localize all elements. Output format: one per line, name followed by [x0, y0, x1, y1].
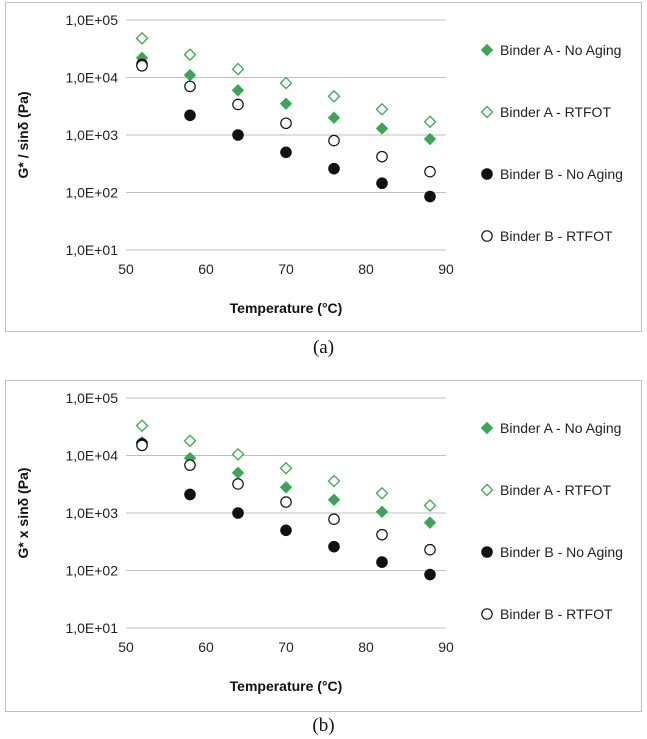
y-tick-label: 1,0E+04 — [65, 70, 118, 86]
data-point-circle-open — [136, 439, 148, 452]
data-point-circle-filled — [424, 568, 436, 581]
data-point-diamond-filled — [375, 122, 389, 135]
data-point-circle-open — [136, 59, 148, 72]
chart-panel-b: 1,0E+01 1,0E+02 1,0E+03 1,0E+04 1,0E+05 50 60 7… — [5, 380, 642, 712]
data-point-diamond-open — [183, 434, 197, 448]
x-tick-label: 70 — [278, 639, 294, 655]
data-point-circle-filled — [232, 507, 244, 519]
x-axis-label: Temperature (°C) — [230, 300, 343, 316]
data-point-circle-open — [376, 150, 388, 163]
data-point-diamond-filled — [231, 84, 245, 97]
legend-label-a_rtfot: Binder A - RTFOT — [500, 482, 611, 498]
data-point-circle-open — [232, 98, 244, 111]
legend-marker-circle-filled — [481, 546, 493, 558]
y-tick-label: 1,0E+01 — [65, 620, 118, 636]
data-point-circle-filled — [280, 146, 292, 159]
y-tick-label: 1,0E+04 — [65, 448, 118, 464]
data-point-diamond-open — [279, 461, 293, 475]
chart-a-svg: 1,0E+01 1,0E+02 1,0E+03 1,0E+04 1,0E+05 50 60 7… — [15, 12, 623, 316]
legend-marker-diamond-filled — [480, 421, 494, 435]
data-point-circle-open — [328, 134, 340, 147]
data-point-diamond-open — [135, 31, 149, 45]
data-point-circle-open — [184, 80, 196, 93]
data-point-circle-open — [280, 496, 292, 508]
data-point-diamond-open — [375, 102, 389, 116]
data-point-diamond-open — [423, 115, 437, 129]
data-point-circle-filled — [328, 162, 340, 175]
y-tick-label: 1,0E+03 — [65, 505, 118, 521]
legend-marker-diamond-open — [480, 105, 494, 119]
data-point-circle-open — [232, 478, 244, 490]
x-tick-label: 80 — [358, 639, 374, 655]
data-point-diamond-open — [327, 474, 341, 488]
data-point-diamond-open — [135, 419, 149, 433]
data-point-diamond-open — [231, 62, 245, 76]
data-point-circle-filled — [376, 177, 388, 190]
caption-a: (a) — [312, 337, 335, 358]
y-axis-label: G* / sinδ (Pa) — [15, 91, 31, 178]
caption-b: (b) — [312, 715, 335, 736]
legend-marker-diamond-filled — [480, 43, 494, 57]
data-point-diamond-filled — [423, 132, 437, 146]
y-axis-label: G* x sinδ (Pa) — [15, 468, 31, 559]
legend-marker-circle-filled — [481, 168, 493, 180]
data-point-circle-open — [280, 117, 292, 130]
data-point-diamond-open — [327, 89, 341, 103]
x-tick-label: 50 — [118, 639, 134, 655]
legend-label-b_rtfot: Binder B - RTFOT — [500, 606, 613, 622]
data-point-diamond-open — [279, 76, 293, 90]
data-point-diamond-filled — [279, 481, 293, 494]
y-tick-label: 1,0E+02 — [65, 563, 118, 579]
y-tick-label: 1,0E+05 — [65, 390, 118, 406]
x-tick-label: 80 — [358, 261, 374, 277]
data-point-diamond-filled — [327, 111, 341, 124]
legend-marker-circle-open — [481, 230, 493, 242]
data-point-diamond-filled — [183, 68, 197, 82]
data-point-diamond-filled — [279, 97, 293, 110]
data-point-diamond-filled — [423, 516, 437, 529]
x-tick-label: 90 — [438, 261, 454, 277]
data-point-diamond-open — [375, 486, 389, 500]
data-point-diamond-filled — [327, 493, 341, 506]
x-tick-label: 50 — [118, 261, 134, 277]
chart-panel-a: 1,0E+01 1,0E+02 1,0E+03 1,0E+04 1,0E+05 50 60 7… — [5, 2, 642, 332]
chart-b-svg: 1,0E+01 1,0E+02 1,0E+03 1,0E+04 1,0E+05 50 60 7… — [15, 390, 623, 694]
legend-label-b_rtfot: Binder B - RTFOT — [500, 228, 613, 244]
x-tick-label: 90 — [438, 639, 454, 655]
legend-label-b_no_aging: Binder B - No Aging — [500, 544, 623, 560]
x-tick-label: 70 — [278, 261, 294, 277]
data-point-circle-filled — [184, 109, 196, 122]
legend-marker-circle-open — [481, 608, 493, 620]
y-tick-label: 1,0E+05 — [65, 12, 118, 28]
legend-marker-diamond-open — [480, 483, 494, 497]
data-point-circle-open — [184, 459, 196, 471]
data-point-diamond-open — [423, 499, 437, 512]
data-point-diamond-filled — [375, 505, 389, 518]
data-point-circle-open — [424, 543, 436, 556]
x-axis-label: Temperature (°C) — [230, 678, 343, 694]
legend-label-a_no_aging: Binder A - No Aging — [500, 420, 621, 436]
x-tick-label: 60 — [198, 261, 214, 277]
data-point-diamond-open — [183, 48, 197, 62]
y-tick-label: 1,0E+03 — [65, 127, 118, 143]
y-tick-label: 1,0E+02 — [65, 185, 118, 201]
legend-label-a_rtfot: Binder A - RTFOT — [500, 104, 611, 120]
data-point-circle-filled — [424, 190, 436, 203]
data-point-circle-open — [424, 165, 436, 178]
data-point-circle-filled — [184, 488, 196, 501]
x-tick-label: 60 — [198, 639, 214, 655]
data-point-circle-open — [376, 528, 388, 541]
data-point-circle-filled — [376, 556, 388, 568]
data-point-circle-filled — [232, 129, 244, 141]
data-point-circle-filled — [280, 524, 292, 537]
data-point-circle-open — [328, 513, 340, 526]
data-point-diamond-filled — [231, 466, 245, 480]
data-point-diamond-open — [231, 447, 245, 461]
y-tick-label: 1,0E+01 — [65, 242, 118, 258]
data-point-circle-filled — [328, 540, 340, 553]
legend-label-b_no_aging: Binder B - No Aging — [500, 166, 623, 182]
legend-label-a_no_aging: Binder A - No Aging — [500, 42, 621, 58]
